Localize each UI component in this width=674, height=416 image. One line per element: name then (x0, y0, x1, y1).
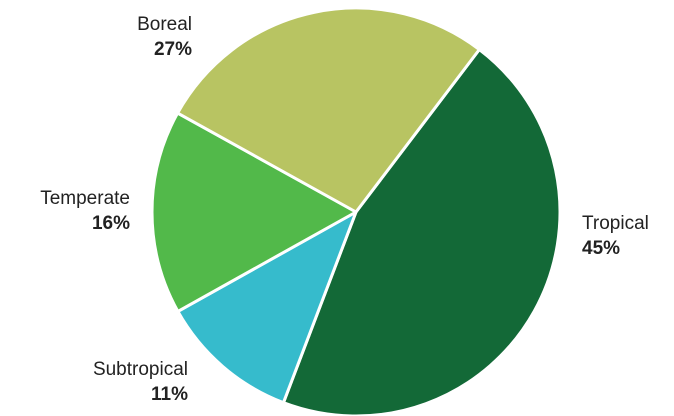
slice-temperate (150, 111, 358, 313)
slice-subtropical (176, 210, 358, 405)
label-tropical-value: 45% (582, 238, 620, 259)
label-subtropical-name: Subtropical (93, 359, 188, 380)
label-subtropical-value: 11% (151, 384, 188, 405)
slice-boreal (176, 6, 481, 214)
label-temperate-value: 16% (92, 213, 130, 234)
label-tropical-name: Tropical (582, 213, 649, 234)
label-boreal-name: Boreal (137, 14, 192, 35)
slice-labels: Boreal 27% Temperate 16% Tropical 45% Su… (40, 14, 649, 405)
label-boreal-value: 27% (154, 39, 192, 60)
pie-slices (150, 6, 562, 416)
label-temperate-name: Temperate (40, 188, 130, 209)
